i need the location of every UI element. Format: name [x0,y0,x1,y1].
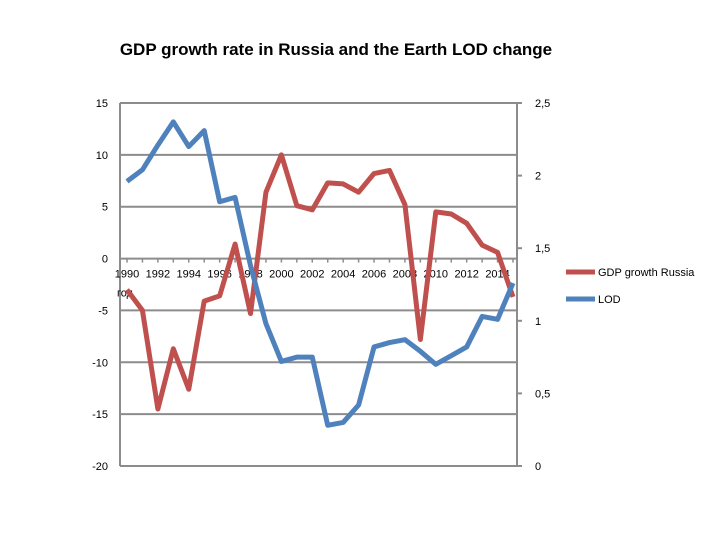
y-left-tick-label: -10 [92,357,108,369]
y-left-tick-label: 15 [96,98,108,110]
y-left-tick-label: 10 [96,150,108,162]
legend-label: LOD [598,294,621,306]
x-tick-label: 1990 [115,269,139,281]
x-tick-label: 2000 [269,269,293,281]
x-tick-label: 2012 [454,269,478,281]
x-tick-label: 2002 [300,269,324,281]
y-right-tick-label: 0 [535,461,541,473]
y-left-tick-label: 5 [102,202,108,214]
x-tick-label: 2004 [331,269,355,281]
y-left-tick-label: -5 [98,305,108,317]
y-right-tick-label: 1,5 [535,243,550,255]
series-line-gdp-growth-russia [124,152,516,412]
y-left-tick-label: -20 [92,461,108,473]
series-line-lod [125,119,516,428]
legend-label: GDP growth Russia [598,267,695,279]
x-tick-label: 2006 [362,269,386,281]
y-right-tick-label: 2,5 [535,98,550,110]
y-right-tick-label: 2 [535,171,541,183]
y-left-tick-label: -15 [92,409,108,421]
y-right-tick-label: 1 [535,316,541,328]
x-tick-label: 1992 [146,269,170,281]
x-tick-label: 1994 [177,269,201,281]
chart-title: GDP growth rate in Russia and the Earth … [119,40,553,59]
y-left-tick-label: 0 [102,254,108,266]
y-right-tick-label: 0,5 [535,388,550,400]
